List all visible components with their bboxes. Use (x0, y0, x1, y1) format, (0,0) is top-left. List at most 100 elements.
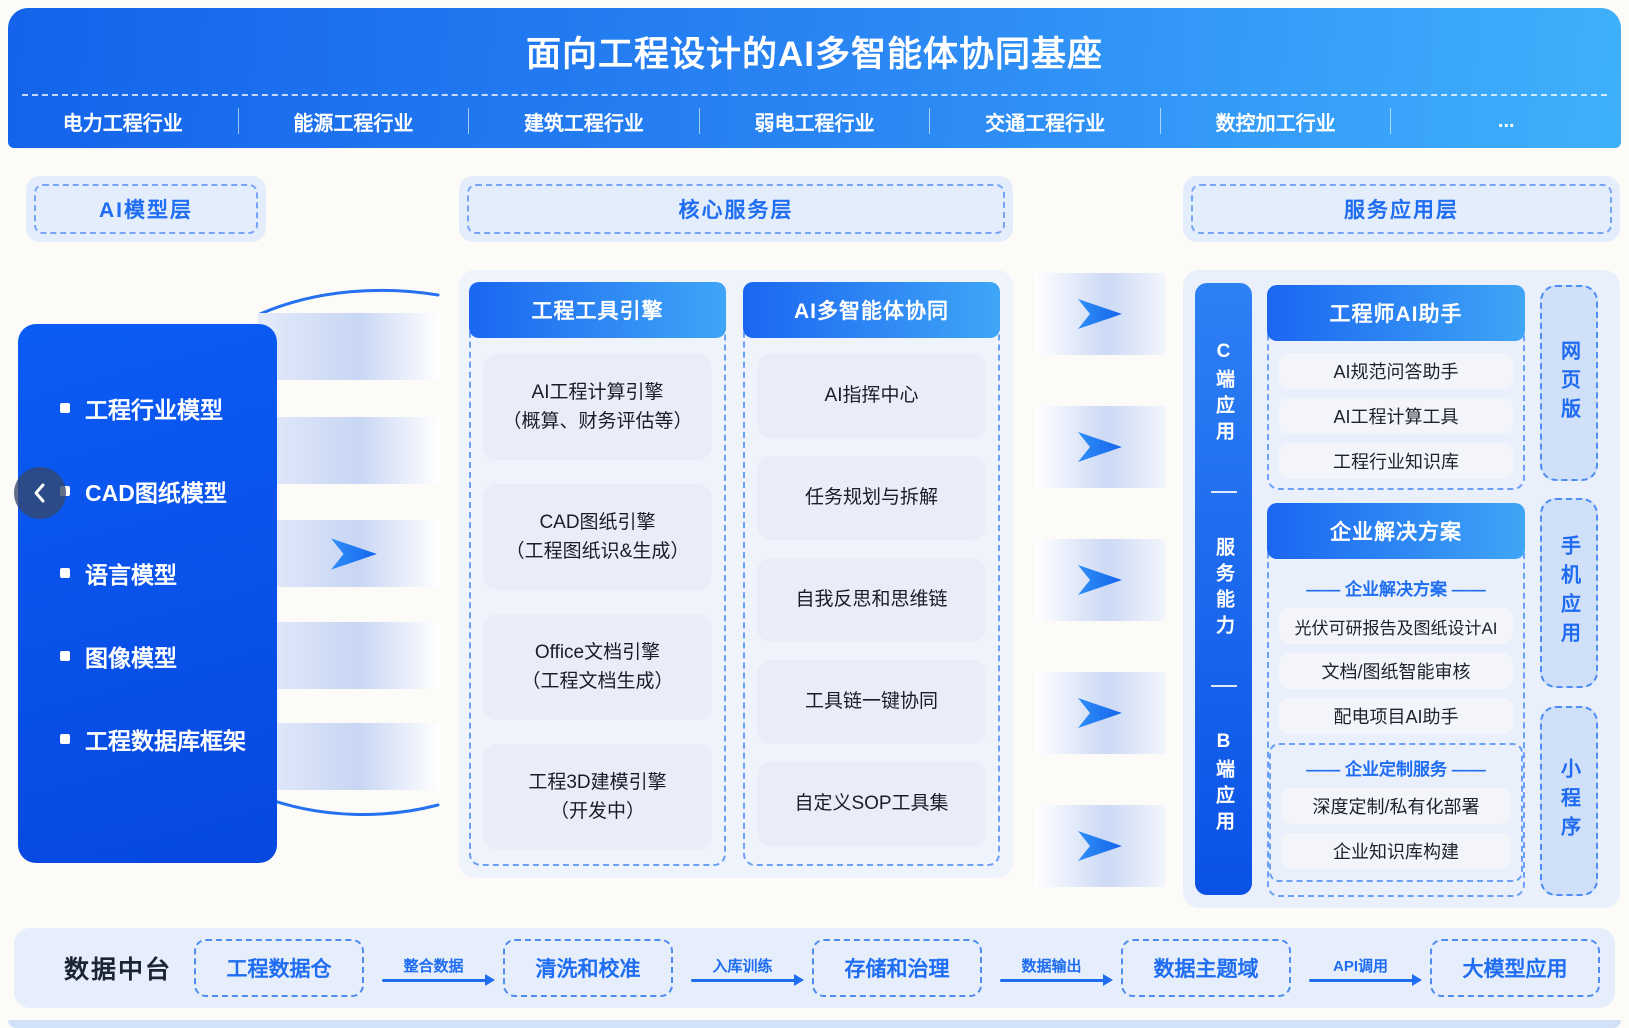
arrow-right-icon (1308, 973, 1422, 986)
flow-arrow-icon (1078, 565, 1122, 595)
service-app-panel: C端应用 服务能力 B端应用 工程师AI助手 AI规范问答助手 AI工程计算工具… (1183, 270, 1620, 908)
data-node-subject-domain: 数据主题域 (1121, 939, 1291, 997)
platform-pill-mini-program: 小程序 (1540, 706, 1598, 896)
stripe-decoration (258, 622, 440, 689)
list-item: 语言模型 (60, 556, 277, 590)
tab-power-engineering[interactable]: 电力工程行业 (62, 112, 183, 135)
bottom-card-edge (8, 1020, 1621, 1028)
model-item-label: 工程行业模型 (85, 396, 223, 423)
list-item: CAD图纸模型 (60, 474, 277, 508)
header-dashed-divider (22, 94, 1607, 96)
arrow-right-icon (999, 973, 1113, 986)
list-item: 工程行业模型 (60, 391, 277, 425)
data-platform-bar: 数据中台 工程数据仓 整合数据 清洗和校准 入库训练 存储和治理 数据输出 数据… (14, 928, 1615, 1008)
flow-band (1035, 672, 1165, 754)
tab-divider (1390, 108, 1392, 134)
multiagent-card: 任务规划与拆解 (757, 456, 986, 540)
list-item: 工程数据库框架 (60, 722, 277, 756)
square-bullet-icon (60, 568, 70, 579)
arrow-right-icon (690, 973, 804, 986)
flow-band (1035, 539, 1165, 621)
multiagent-card: AI指挥中心 (757, 354, 986, 438)
flow-arrow-icon (1078, 831, 1122, 861)
layer-chip-service-app: 服务应用层 (1183, 176, 1620, 242)
platform-pill-web: 网页版 (1540, 285, 1598, 481)
audience-side-bar: C端应用 服务能力 B端应用 (1195, 283, 1252, 895)
tab-transport-engineering[interactable]: 交通工程行业 (985, 112, 1106, 135)
assistant-pill: 工程行业知识库 (1279, 443, 1513, 479)
edge-label: 数据输出 (1021, 957, 1082, 975)
flow-band (1035, 406, 1165, 488)
stripe-decoration (258, 723, 440, 790)
custom-service-section: —— 企业定制服务 —— 深度定制/私有化部署 企业知识库构建 (1269, 743, 1523, 882)
tab-divider (1159, 108, 1161, 134)
engineer-assistant-header: 工程师AI助手 (1267, 285, 1525, 341)
arrow-right-icon (381, 973, 495, 986)
engineer-assistant-block: 工程师AI助手 AI规范问答助手 AI工程计算工具 工程行业知识库 (1267, 285, 1525, 490)
swoosh-bottom-decoration (258, 794, 440, 816)
layer-chip-label: AI模型层 (34, 184, 258, 234)
tab-weak-current-engineering[interactable]: 弱电工程行业 (754, 112, 875, 135)
tab-energy-engineering[interactable]: 能源工程行业 (293, 112, 414, 135)
flow-arrow-icon (1078, 698, 1122, 728)
tab-divider (237, 108, 239, 134)
data-node-storage: 存储和治理 (812, 939, 982, 997)
flow-arrow-icon (1078, 299, 1122, 329)
data-node-llm-app: 大模型应用 (1430, 939, 1600, 997)
enterprise-solution-block: 企业解决方案 —— 企业解决方案 —— 光伏可研报告及图纸设计AI 文档/图纸智… (1267, 503, 1525, 897)
multiagent-card: 自我反思和思维链 (757, 558, 986, 642)
tab-divider (698, 108, 700, 134)
flow-arrow-icon (1078, 432, 1122, 462)
engine-card: Office文档引擎 （工程文档生成） (483, 614, 712, 720)
model-item-label: 语言模型 (85, 562, 177, 589)
side-segment-c-end: C端应用 (1213, 341, 1234, 447)
stripe-decoration (258, 313, 440, 380)
engine-card: 工程3D建模引擎 （开发中） (483, 744, 712, 850)
tab-divider (468, 108, 470, 134)
tab-divider (929, 108, 931, 134)
tab-more[interactable]: ... (1497, 109, 1515, 132)
flow-arrow-icon (331, 538, 377, 570)
data-node-warehouse: 工程数据仓 (194, 939, 364, 997)
square-bullet-icon (60, 402, 70, 413)
solution-pill: 配电项目AI助手 (1279, 698, 1513, 734)
custom-service-subtitle: —— 企业定制服务 —— (1306, 760, 1486, 779)
chevron-left-icon (34, 483, 45, 503)
tab-cnc-machining[interactable]: 数控加工行业 (1215, 112, 1336, 135)
multiagent-column: AI多智能体协同 AI指挥中心 任务规划与拆解 自我反思和思维链 工具链一键协同… (743, 282, 1000, 866)
enterprise-solution-header: 企业解决方案 (1267, 503, 1525, 559)
model-item-label: 工程数据库框架 (85, 728, 246, 755)
industry-tab-bar: 电力工程行业 能源工程行业 建筑工程行业 弱电工程行业 交通工程行业 数控加工行… (8, 96, 1621, 146)
data-node-cleaning: 清洗和校准 (503, 939, 673, 997)
solution-pill: 光伏可研报告及图纸设计AI (1279, 608, 1513, 644)
ai-model-layer-box: 工程行业模型 CAD图纸模型 语言模型 图像模型 工程数据库框架 (18, 324, 277, 863)
edge-label: 入库训练 (712, 957, 773, 975)
square-bullet-icon (60, 651, 70, 662)
assistant-pill: AI规范问答助手 (1279, 353, 1513, 389)
platform-pill-mobile-app: 手机应用 (1540, 498, 1598, 688)
engine-column-header: 工程工具引擎 (469, 282, 726, 338)
carousel-prev-button[interactable] (14, 467, 66, 519)
data-edge: 整合数据 (364, 955, 503, 986)
engine-column: 工程工具引擎 AI工程计算引擎 （概算、财务评估等） CAD图纸引擎 （工程图纸… (469, 282, 726, 866)
engine-card: AI工程计算引擎 （概算、财务评估等） (483, 354, 712, 460)
page-title: 面向工程设计的AI多智能体协同基座 (525, 34, 1103, 74)
stripe-decoration (258, 417, 440, 484)
data-edge: API调用 (1291, 955, 1430, 986)
model-item-label: CAD图纸模型 (85, 479, 227, 506)
side-segment-b-end: B端应用 (1213, 731, 1234, 837)
side-segment-capability: 服务能力 (1213, 537, 1234, 641)
flow-band (1035, 805, 1165, 887)
square-bullet-icon (60, 734, 70, 745)
edge-label: API调用 (1332, 957, 1388, 975)
flow-band (1035, 273, 1165, 355)
solution-pill: 文档/图纸智能审核 (1279, 653, 1513, 689)
page-header: 面向工程设计的AI多智能体协同基座 电力工程行业 能源工程行业 建筑工程行业 弱… (8, 8, 1621, 148)
enterprise-solution-body: —— 企业解决方案 —— 光伏可研报告及图纸设计AI 文档/图纸智能审核 配电项… (1269, 562, 1523, 895)
edge-label: 整合数据 (403, 957, 464, 975)
data-platform-label: 数据中台 (64, 956, 173, 984)
solution-section-subtitle: —— 企业解决方案 —— (1306, 580, 1486, 599)
tab-construction-engineering[interactable]: 建筑工程行业 (523, 112, 644, 135)
data-edge: 入库训练 (673, 955, 812, 986)
list-item: 图像模型 (60, 639, 277, 673)
